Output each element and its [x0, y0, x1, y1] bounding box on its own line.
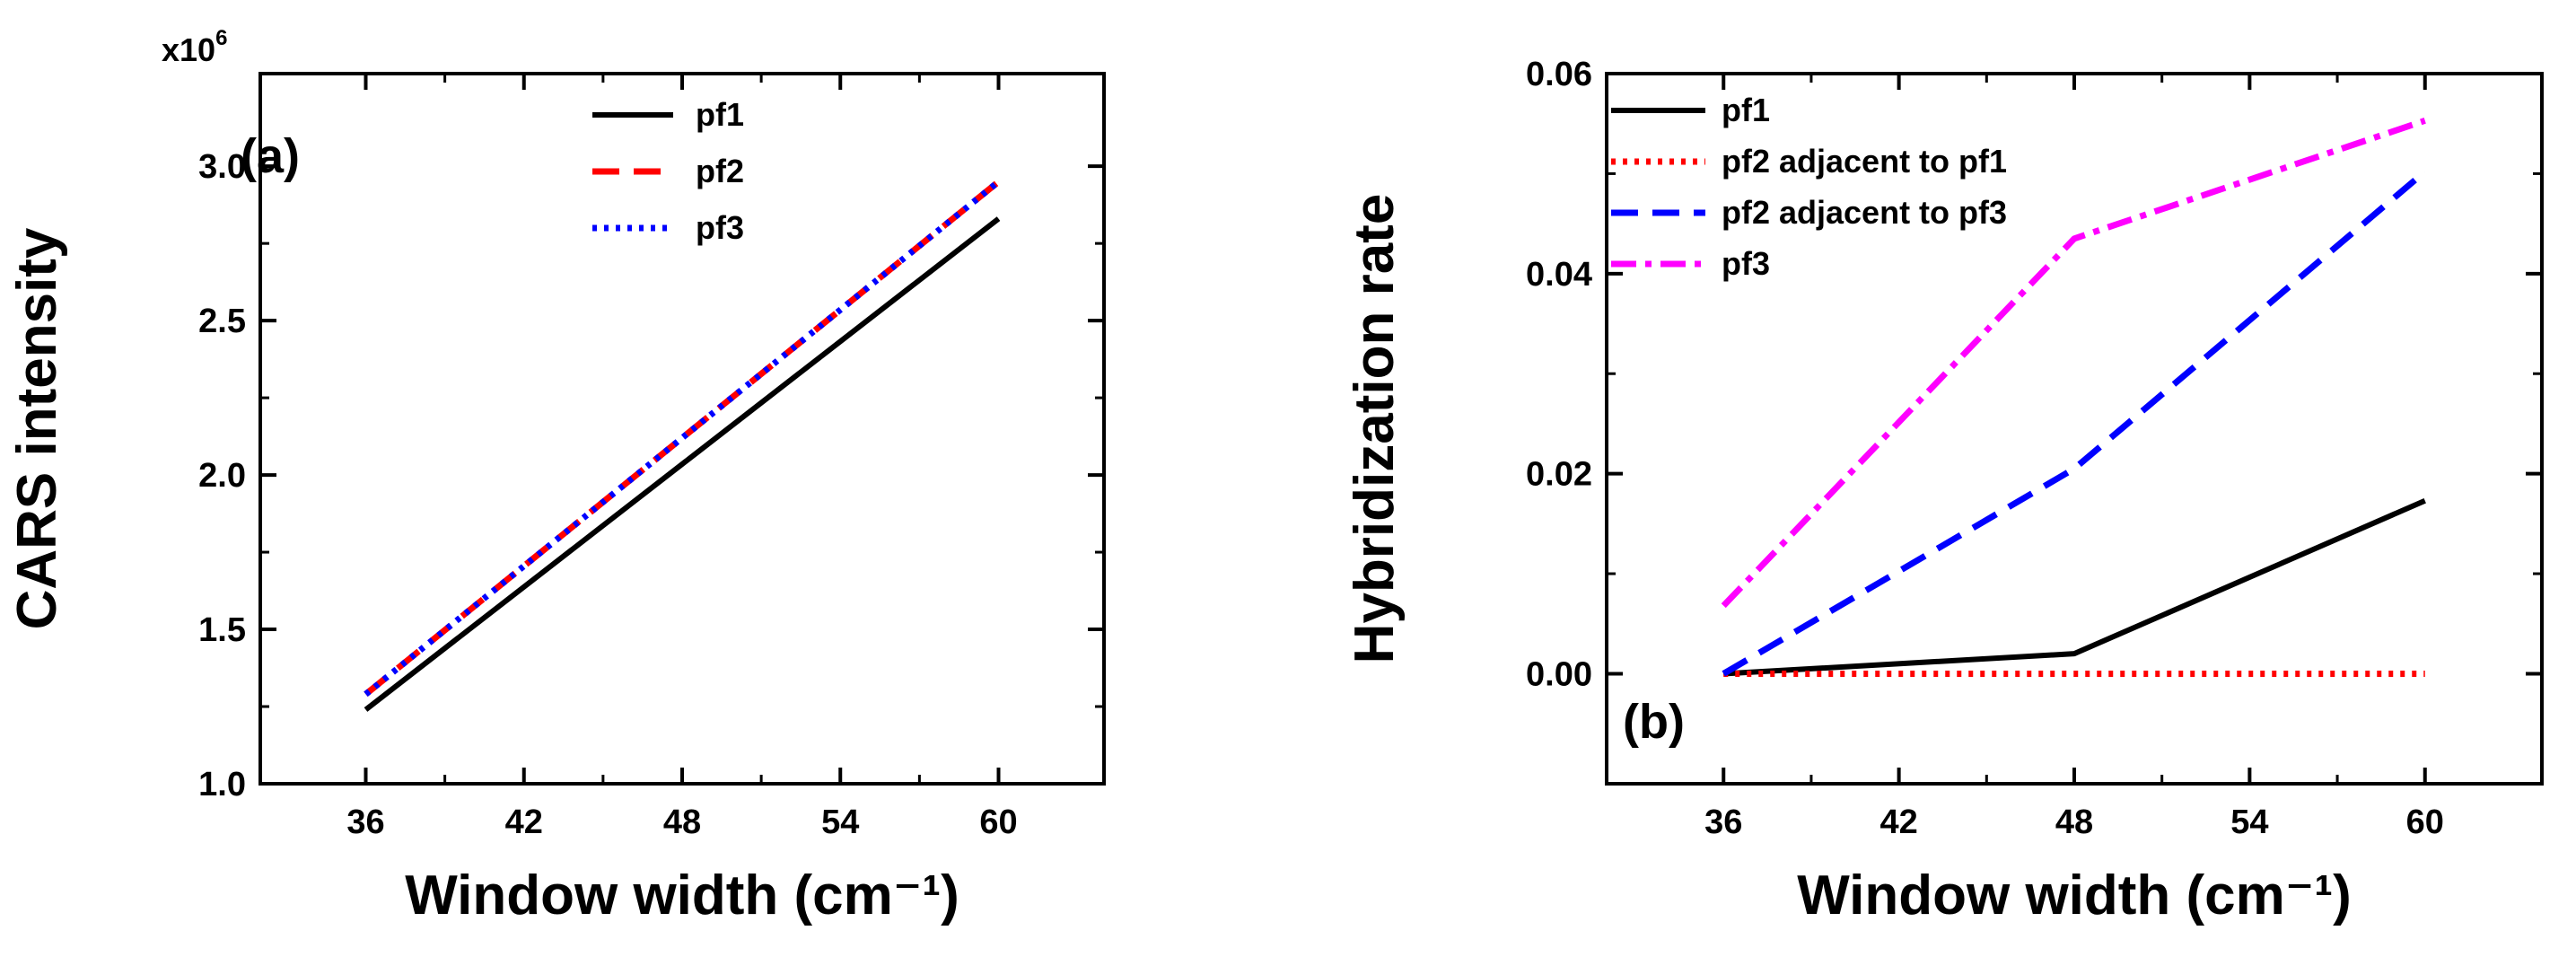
y-tick-label: 0.06 — [1526, 56, 1592, 93]
plot-frame — [1605, 72, 2544, 786]
legend-label: pf3 — [1722, 245, 1770, 282]
legend-label: pf2 — [696, 153, 744, 189]
x-tick-label: 36 — [1704, 803, 1742, 841]
x-tick-label: 60 — [979, 803, 1017, 841]
x-axis-title: Window width (cm⁻¹) — [405, 865, 959, 926]
y-tick-label: 1.5 — [198, 611, 246, 649]
x-tick-label: 60 — [2406, 803, 2444, 841]
y-tick-label: 3.0 — [198, 148, 246, 186]
x-tick-label: 48 — [2055, 803, 2093, 841]
y-tick-label: 2.0 — [198, 457, 246, 495]
panel-label: (a) — [241, 129, 300, 183]
x-tick-label: 48 — [663, 803, 701, 841]
legend-label: pf1 — [696, 96, 744, 133]
y-exponent-power: 6 — [215, 26, 227, 50]
y-axis-title: CARS intensity — [6, 227, 68, 629]
y-axis-title: Hybridization rate — [1344, 194, 1406, 664]
legend-label: pf3 — [696, 209, 744, 246]
x-tick-label: 36 — [346, 803, 384, 841]
y-tick-label: 0.00 — [1526, 655, 1592, 693]
legend-label: pf2 adjacent to pf3 — [1722, 194, 2007, 231]
series-line-pf1 — [364, 216, 1001, 712]
x-tick-label: 42 — [505, 803, 543, 841]
y-tick-label: 1.0 — [198, 766, 246, 803]
series-line-pf2-adjacent-to-pf3 — [1722, 169, 2428, 677]
series-line-pf3 — [364, 179, 1001, 697]
legend-label: pf1 — [1722, 92, 1770, 128]
y-tick-label: 0.04 — [1526, 256, 1592, 294]
panel-label: (b) — [1623, 695, 1685, 749]
chart-a: 36 42 48 54 60 1.0 1.5 2.0 2.5 3.0 Window width (c… — [6, 26, 1106, 926]
y-tick-label: 2.5 — [198, 303, 246, 340]
x-tick-label: 54 — [821, 803, 859, 841]
legend-label: pf2 adjacent to pf1 — [1722, 143, 2007, 180]
y-exponent-label: x106 — [162, 26, 227, 68]
series-line-pf1 — [1723, 497, 2426, 677]
x-tick-label: 42 — [1879, 803, 1917, 841]
chart-b: 36 42 48 54 60 0.00 0.02 0.04 0.06 Window width (… — [1344, 56, 2544, 926]
x-axis-title: Window width (cm⁻¹) — [1797, 865, 2352, 926]
y-tick-label: 0.02 — [1526, 456, 1592, 494]
x-tick-label: 54 — [2230, 803, 2268, 841]
